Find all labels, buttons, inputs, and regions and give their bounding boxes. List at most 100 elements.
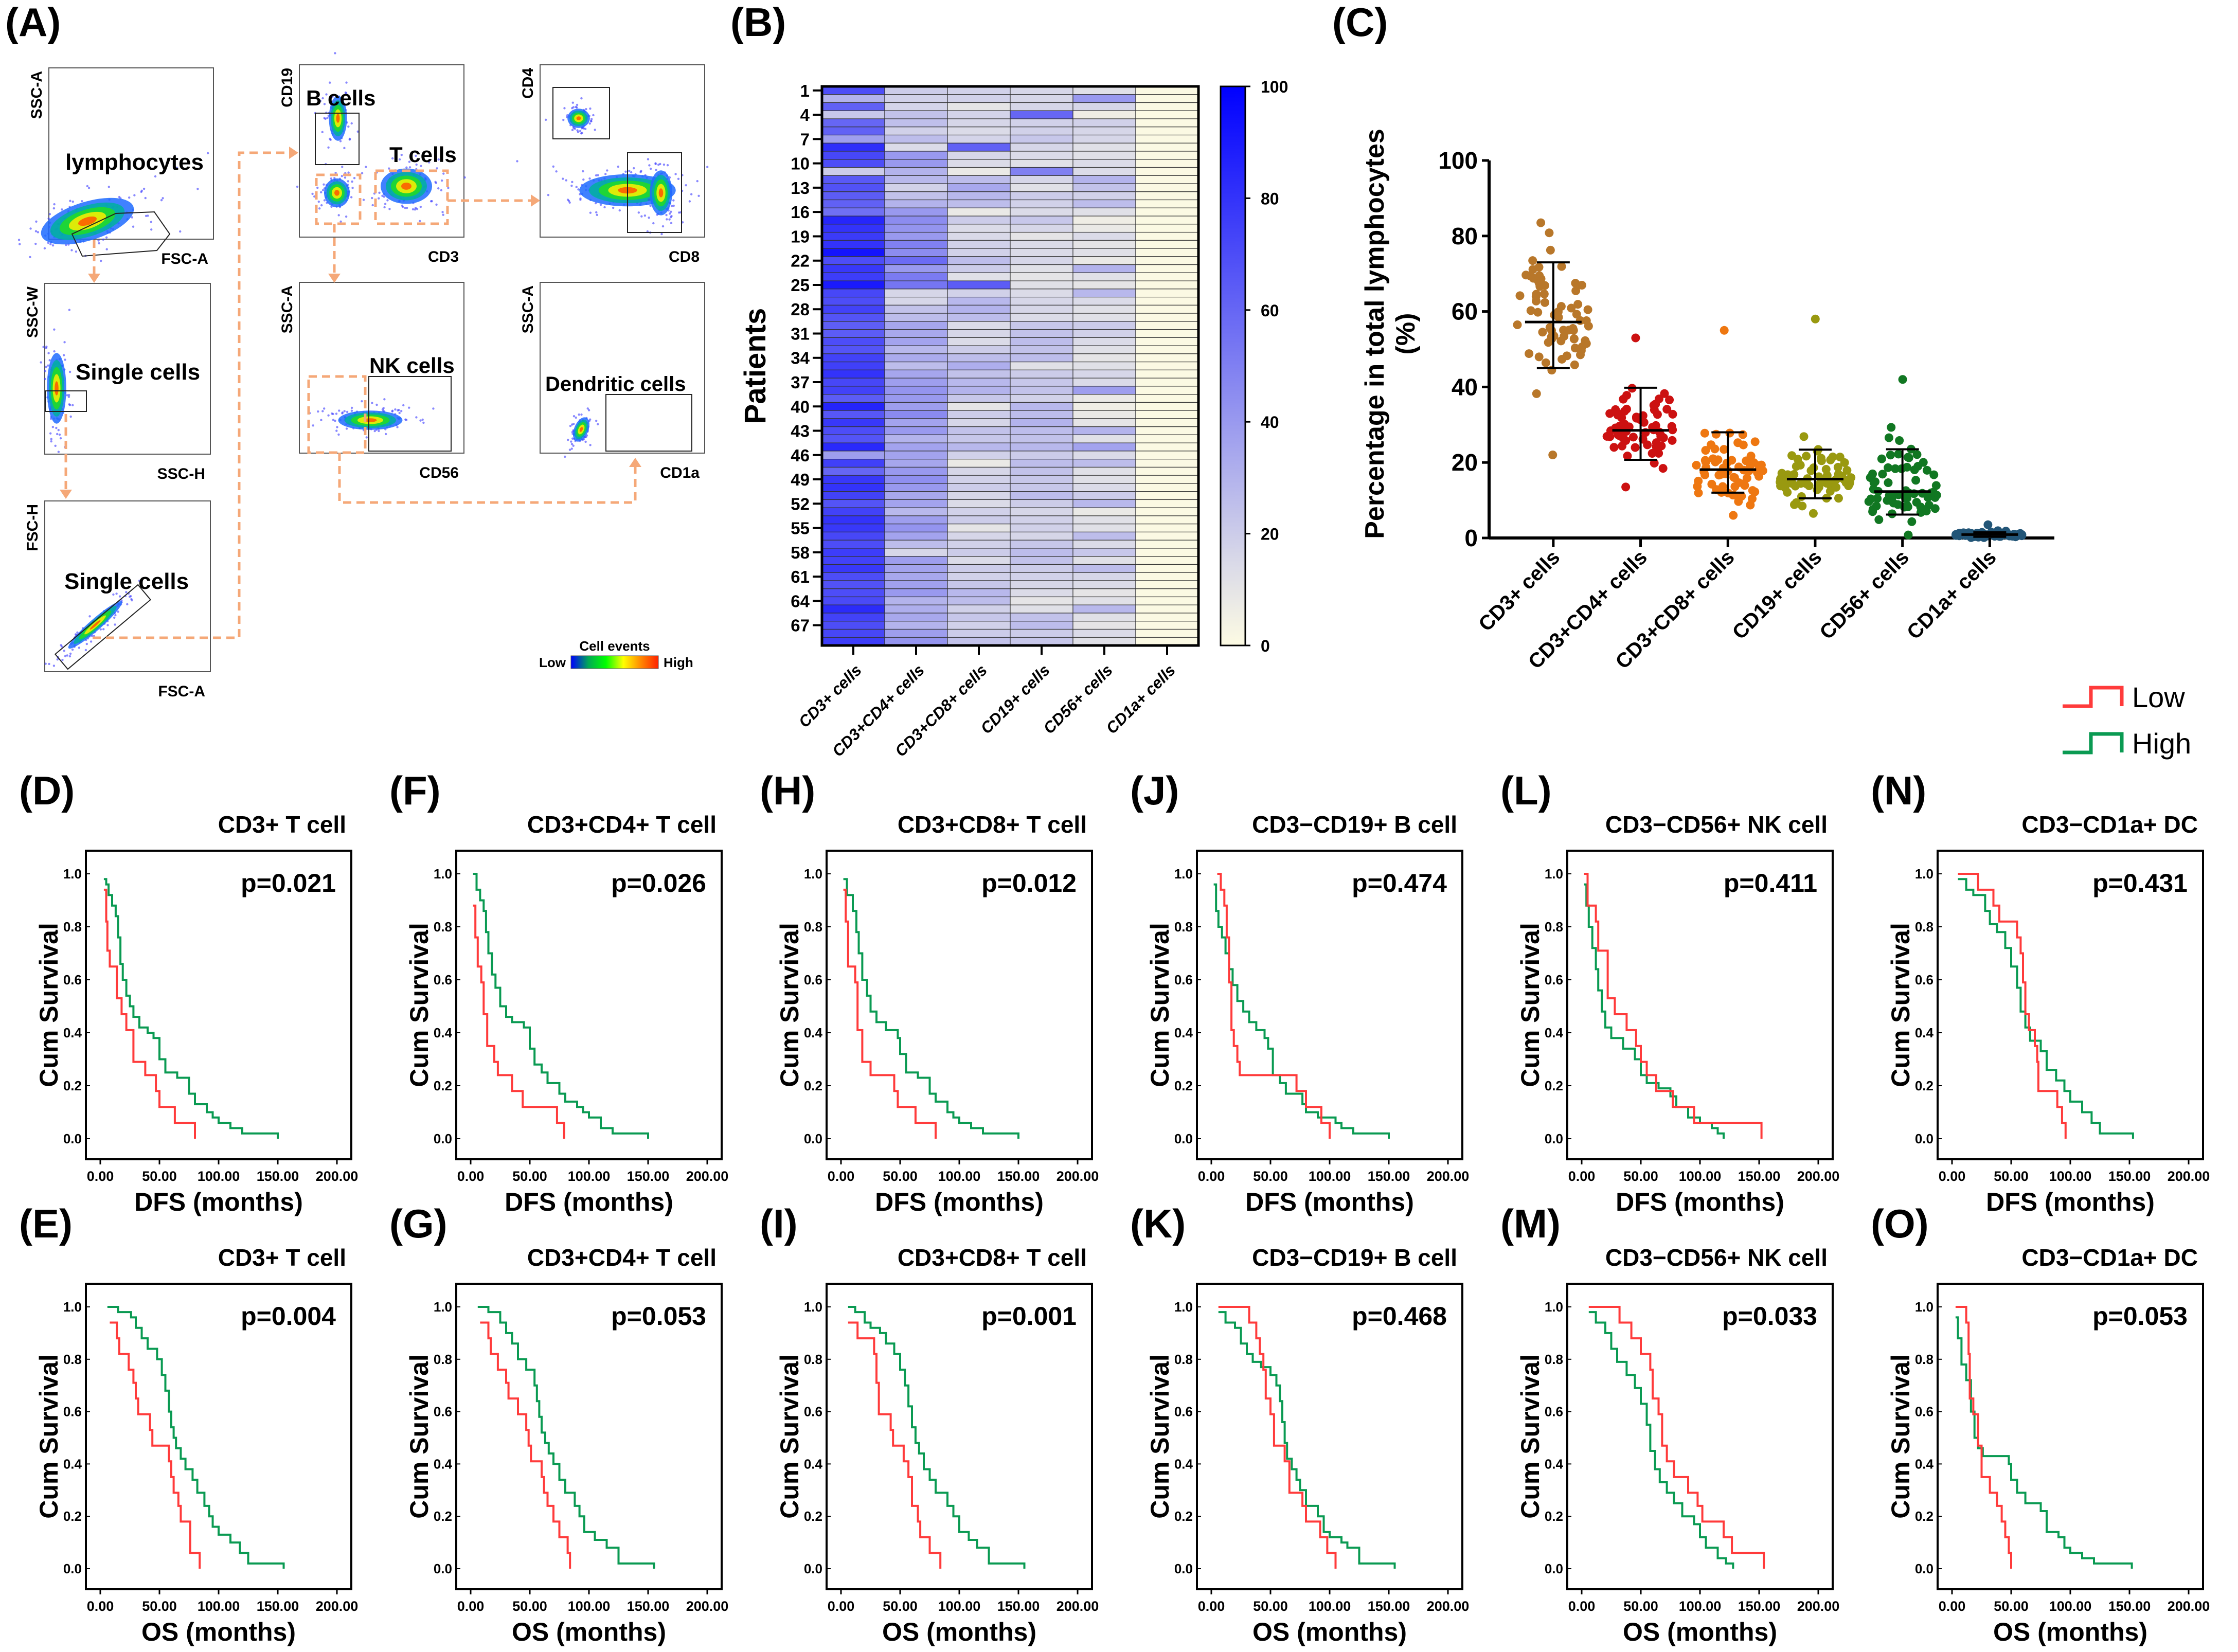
heatmap-cell (1010, 142, 1073, 152)
data-point (1983, 520, 1993, 529)
event-dot (47, 217, 50, 220)
cd56-negative-gate (307, 375, 367, 454)
km-title: CD3−CD1a+ DC (2021, 1244, 2198, 1271)
event-dot (371, 196, 373, 200)
event-dot (98, 242, 100, 245)
heatmap-cell (1135, 94, 1199, 103)
data-point (1538, 328, 1547, 337)
event-dot (396, 426, 399, 428)
heatmap-cell (1010, 394, 1073, 403)
event-dot (117, 610, 119, 613)
panel-c-dot-plot: Percentage in total lymphocytes (%) 0 20 4… (1360, 129, 2054, 673)
heatmap-cell (947, 183, 1011, 192)
heatmap-cell (1072, 159, 1136, 168)
km-x-tick-label: 100.00 (568, 1169, 611, 1184)
km-y-axis-label: Cum Survival (775, 923, 804, 1087)
heatmap-cell (884, 613, 948, 622)
event-dot (568, 448, 571, 451)
flow-plot-frame (540, 64, 705, 238)
data-point (1526, 306, 1535, 315)
event-dot (102, 628, 105, 631)
km-x-tick-label: 100.00 (198, 1599, 240, 1614)
heatmap-cell (1010, 175, 1073, 184)
km-y-tick-label: 1.0 (63, 1299, 82, 1315)
heatmap-cell (1072, 280, 1136, 290)
event-dot (55, 426, 58, 429)
km-plot-frame (1937, 1283, 2204, 1590)
heatmap-cell (1072, 142, 1136, 152)
event-dot (643, 214, 647, 217)
data-point (1821, 464, 1831, 474)
lymphocyte-gate (71, 211, 171, 257)
event-dot (317, 200, 320, 203)
data-point (1720, 445, 1729, 454)
heatmap-cell (1135, 621, 1199, 630)
heatmap-cell (1072, 596, 1136, 605)
data-point (1874, 515, 1884, 524)
data-point (1916, 502, 1925, 512)
event-dot (628, 169, 631, 172)
data-point (1623, 452, 1632, 461)
heatmap-cell (1010, 94, 1073, 103)
dot-plot-x-tick-label: CD19+ cells (1728, 546, 1827, 644)
heatmap-cell (884, 175, 948, 184)
event-dot (34, 242, 37, 245)
density-contour (576, 116, 581, 120)
heatmap-cell (947, 410, 1011, 419)
data-point (1912, 450, 1922, 459)
km-y-tick-label: 0.2 (804, 1078, 822, 1093)
event-dot (565, 179, 567, 182)
km-x-tick-label: 50.00 (1253, 1599, 1288, 1614)
event-dot (371, 204, 374, 207)
event-dot (69, 415, 72, 418)
event-dot (436, 167, 438, 170)
km-y-tick-label: 0.0 (1915, 1561, 1933, 1576)
heatmap-cell (1135, 451, 1199, 460)
heatmap-cell (1010, 167, 1073, 176)
heatmap-cell (821, 127, 885, 136)
heatmap-cell (1135, 499, 1199, 508)
km-y-tick-label: 0.8 (434, 1352, 452, 1367)
heatmap-cell (821, 580, 885, 589)
heatmap-cell (884, 442, 948, 452)
heatmap-cell (884, 629, 948, 638)
km-y-tick-label: 0.6 (1174, 972, 1193, 987)
heatmap-cell (1010, 402, 1073, 411)
heatmap-cell (1010, 313, 1073, 322)
event-dot (584, 128, 587, 130)
heatmap-cell (821, 304, 885, 314)
km-curve-high (473, 873, 649, 1139)
km-y-tick-label: 0.0 (1174, 1131, 1193, 1146)
heatmap-cell (884, 231, 948, 241)
km-x-tick-label: 100.00 (2049, 1169, 2092, 1184)
event-dot (648, 198, 650, 201)
heatmap-cell (1010, 524, 1073, 533)
heatmap-cell (821, 345, 885, 354)
event-dot (67, 393, 70, 397)
heatmap-y-tick-label: 34 (791, 349, 810, 368)
heatmap-cell (1010, 588, 1073, 598)
heatmap-cell (884, 572, 948, 581)
km-curve-low (1955, 1306, 2012, 1569)
panel-label-h: (H) (760, 768, 815, 813)
event-dot (144, 196, 147, 200)
event-dot (666, 164, 669, 167)
heatmap-cell (947, 191, 1011, 201)
heatmap-cell (884, 142, 948, 152)
km-title: CD3+ T cell (218, 1244, 346, 1271)
event-dot (323, 407, 326, 410)
km-curve-low (843, 888, 937, 1139)
heatmap-cell (947, 280, 1011, 290)
heatmap-cell (1072, 378, 1136, 387)
event-dot (644, 174, 647, 176)
km-y-tick-label: 0.0 (434, 1561, 452, 1576)
data-point (1622, 404, 1631, 414)
km-curve-high (1588, 1311, 1734, 1569)
event-dot (99, 260, 102, 262)
data-point (1545, 323, 1554, 332)
heatmap-cell (884, 604, 948, 614)
km-p-value: p=0.474 (1352, 869, 1447, 897)
event-dot (29, 227, 32, 230)
event-dot (435, 182, 438, 185)
event-dot (344, 91, 347, 94)
